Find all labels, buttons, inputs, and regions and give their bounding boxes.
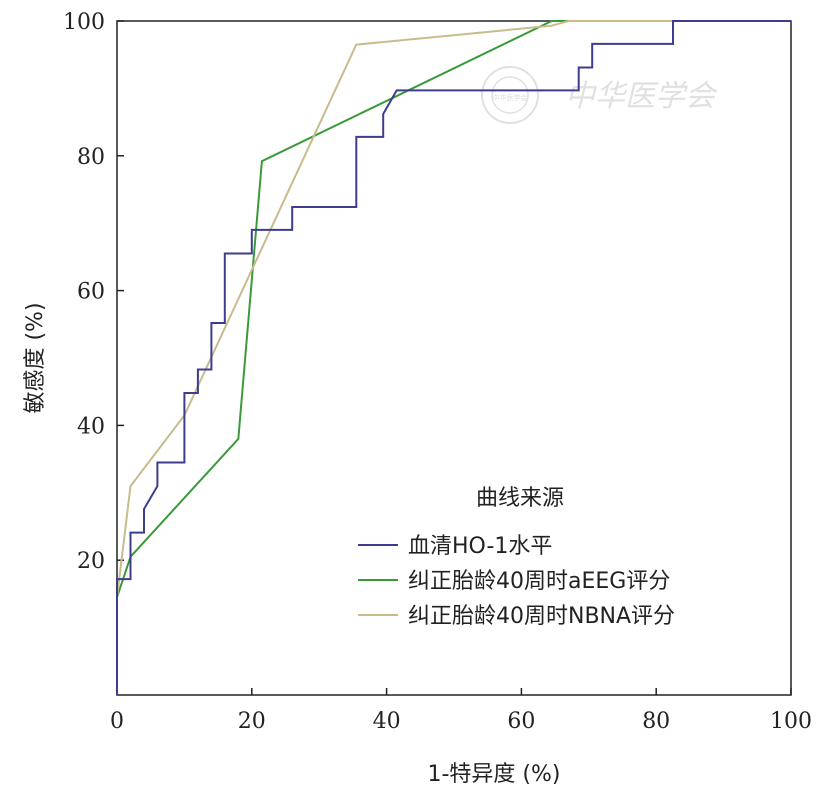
- series-line-ho1: [116, 20, 791, 695]
- y-tick-label: 20: [77, 549, 105, 574]
- legend-label-aeeg: 纠正胎龄40周时aEEG评分: [408, 569, 670, 594]
- x-tick-label: 80: [642, 709, 670, 734]
- axis-tick-labels: 0 20 40 60 80 100 20 40 60 80 100: [63, 10, 812, 734]
- x-tick-label: 100: [770, 709, 812, 734]
- watermark-seal-text: 中华医学会: [493, 93, 528, 102]
- x-tick-label: 0: [110, 709, 124, 734]
- watermark-seal-icon: [481, 66, 539, 124]
- series-line-nbna: [116, 20, 791, 598]
- y-tick-label: 80: [77, 145, 105, 170]
- y-tick-label: 100: [63, 10, 105, 35]
- legend-label-ho1: 血清HO-1水平: [408, 534, 552, 559]
- x-tick-label: 20: [238, 709, 266, 734]
- legend: 曲线来源 血清HO-1水平 纠正胎龄40周时aEEG评分 纠正胎龄40周时NBN…: [358, 486, 675, 629]
- watermark: 中华医学会 中华医学会: [481, 66, 718, 124]
- x-tick-label: 40: [373, 709, 401, 734]
- y-tick-label: 60: [77, 280, 105, 305]
- y-axis-title: 敏感度 (%): [23, 302, 48, 413]
- y-tick-label: 40: [77, 414, 105, 439]
- watermark-text: 中华医学会: [565, 79, 718, 114]
- legend-title: 曲线来源: [476, 486, 564, 511]
- watermark-seal-inner-icon: [491, 76, 529, 114]
- x-tick-label: 60: [507, 709, 535, 734]
- x-axis-title: 1-特异度 (%): [428, 762, 561, 787]
- plot-frame: [116, 20, 792, 696]
- series-layer: [116, 20, 791, 695]
- legend-label-nbna: 纠正胎龄40周时NBNA评分: [408, 604, 675, 629]
